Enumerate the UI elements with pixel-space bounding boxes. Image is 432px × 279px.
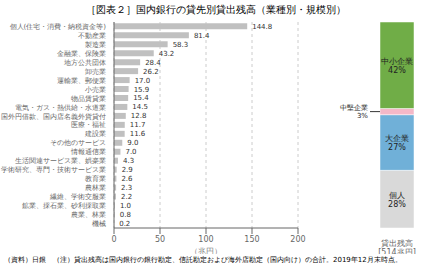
svg-text:0.2: 0.2 [119, 220, 130, 228]
svg-text:200: 200 [290, 235, 305, 244]
svg-text:地方公共団体: 地方公共団体 [63, 59, 106, 67]
svg-text:2.9: 2.9 [122, 166, 133, 174]
svg-text:個人28%: 個人28% [388, 191, 406, 209]
svg-text:卸売業: 卸売業 [85, 68, 106, 76]
svg-text:150: 150 [244, 235, 259, 244]
svg-text:7.0: 7.0 [125, 148, 136, 156]
svg-text:9.0: 9.0 [127, 139, 138, 147]
svg-text:農業、林業: 農業、林業 [71, 211, 106, 219]
svg-text:農林業: 農林業 [85, 184, 106, 192]
svg-text:28.4: 28.4 [145, 59, 161, 67]
svg-text:4.3: 4.3 [123, 157, 134, 165]
svg-text:物品賃貸業: 物品賃貸業 [71, 95, 106, 103]
svg-text:11.7: 11.7 [130, 121, 146, 129]
svg-text:15.4: 15.4 [133, 94, 149, 102]
svg-text:学術研究、専門・技術サービス業: 学術研究、専門・技術サービス業 [8, 166, 106, 174]
html-text:［図表２］国内銀行の貸先別貸出残高（業種別・規模別）: ［図表２］国内銀行の貸先別貸出残高（業種別・規模別） [86, 4, 346, 15]
svg-text:26.2: 26.2 [143, 68, 159, 76]
svg-text:運輸業、郵便業: 運輸業、郵便業 [57, 77, 106, 85]
svg-text:生活関連サービス業、娯楽業: 生活関連サービス業、娯楽業 [15, 157, 106, 165]
svg-text:製造業: 製造業 [85, 41, 106, 49]
svg-text:不動産業: 不動産業 [78, 32, 106, 40]
svg-text:11.6: 11.6 [130, 130, 146, 138]
svg-text:2.2: 2.2 [121, 193, 132, 201]
svg-text:大企業27%: 大企業27% [385, 134, 409, 152]
svg-text:1.0: 1.0 [120, 202, 131, 210]
svg-text:2.3: 2.3 [121, 184, 132, 192]
svg-text:2.6: 2.6 [121, 175, 133, 183]
svg-text:0.8: 0.8 [120, 211, 131, 219]
svg-text:（兆円）: （兆円） [190, 247, 222, 254]
svg-text:中小企業42%: 中小企業42% [381, 57, 413, 75]
svg-text:建設業: 建設業 [84, 130, 106, 138]
svg-text:電気・ガス・熱供給・水道業: 電気・ガス・熱供給・水道業 [15, 104, 106, 112]
svg-text:その他のサービス: その他のサービス [50, 139, 106, 147]
svg-text:情報通信業: 情報通信業 [70, 148, 106, 156]
svg-text:繊維、学術交服業: 繊維、学術交服業 [49, 193, 106, 201]
svg-text:100: 100 [198, 235, 213, 244]
svg-text:国外円借款、国内店名義外貨貸付: 国外円借款、国内店名義外貨貸付 [8, 113, 106, 121]
svg-text:15.9: 15.9 [134, 86, 150, 94]
svg-text:12.8: 12.8 [131, 112, 147, 120]
svg-text:機械: 機械 [92, 220, 106, 228]
svg-text:貸出残高[514兆円]: 貸出残高[514兆円] [378, 239, 416, 254]
svg-text:0: 0 [111, 235, 116, 244]
svg-text:医療・福祉: 医療・福祉 [71, 121, 106, 129]
svg-text:81.4: 81.4 [194, 32, 210, 40]
svg-text:教育業: 教育業 [85, 174, 106, 183]
svg-text:43.2: 43.2 [159, 50, 175, 58]
svg-text:144.8: 144.8 [252, 23, 272, 31]
svg-text:小売業: 小売業 [85, 86, 106, 94]
svg-text:金融業、保険業: 金融業、保険業 [57, 50, 106, 58]
svg-text:鉱業、採石業、砂利採取業: 鉱業、採石業、砂利採取業 [22, 202, 106, 210]
svg-text:14.5: 14.5 [132, 103, 148, 111]
svg-text:中堅企業3%: 中堅企業3% [340, 104, 368, 120]
svg-text:58.3: 58.3 [173, 41, 189, 49]
html-text:（資料）日銀 （注）貸出残高は国内銀行の銀行勘定、信託勘定お: （資料）日銀 （注）貸出残高は国内銀行の銀行勘定、信託勘定および海外店勘定（国内… [4, 256, 402, 264]
svg-text:17.0: 17.0 [135, 77, 151, 85]
svg-text:個人(住宅・消費・納税資金等): 個人(住宅・消費・納税資金等) [10, 23, 107, 31]
svg-text:50: 50 [155, 235, 165, 244]
